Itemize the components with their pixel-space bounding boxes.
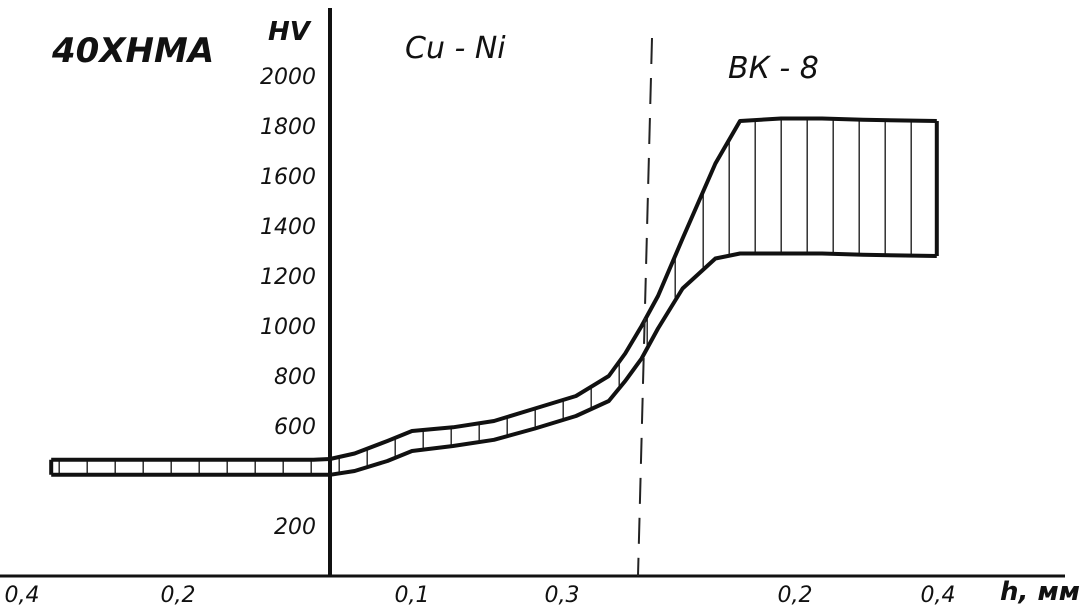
x-axis-label: h, мм [1000, 577, 1080, 607]
upper-boundary-line [51, 116, 937, 462]
region-label-1: ВК - 8 [728, 51, 819, 86]
y-tick-label-4: 1200 [260, 265, 316, 290]
y-tick-label-1: 600 [274, 415, 316, 440]
y-tick-label-5: 1400 [260, 215, 316, 240]
x-tick-label-5: 0,4 [921, 583, 956, 608]
y-tick-label-7: 1800 [260, 115, 316, 140]
y-tick-label-3: 1000 [260, 315, 316, 340]
chart-title: 40ХНМА [51, 31, 214, 71]
y-tick-label-6: 1600 [260, 165, 316, 190]
x-tick-label-4: 0,2 [778, 583, 813, 608]
lower-boundary-line [51, 251, 937, 477]
y-tick-label-0: 200 [274, 515, 316, 540]
region-label-0: Cu - Ni [405, 31, 506, 66]
interface-dashed-line [637, 37, 653, 577]
x-tick-label-0: 0,4 [5, 583, 40, 608]
x-tick-label-2: 0,1 [395, 583, 430, 608]
y-axis-label: HV [268, 17, 312, 47]
y-tick-label-8: 2000 [260, 65, 316, 90]
y-tick-label-2: 800 [274, 365, 316, 390]
x-tick-label-1: 0,2 [161, 583, 196, 608]
x-tick-label-3: 0,3 [545, 583, 580, 608]
